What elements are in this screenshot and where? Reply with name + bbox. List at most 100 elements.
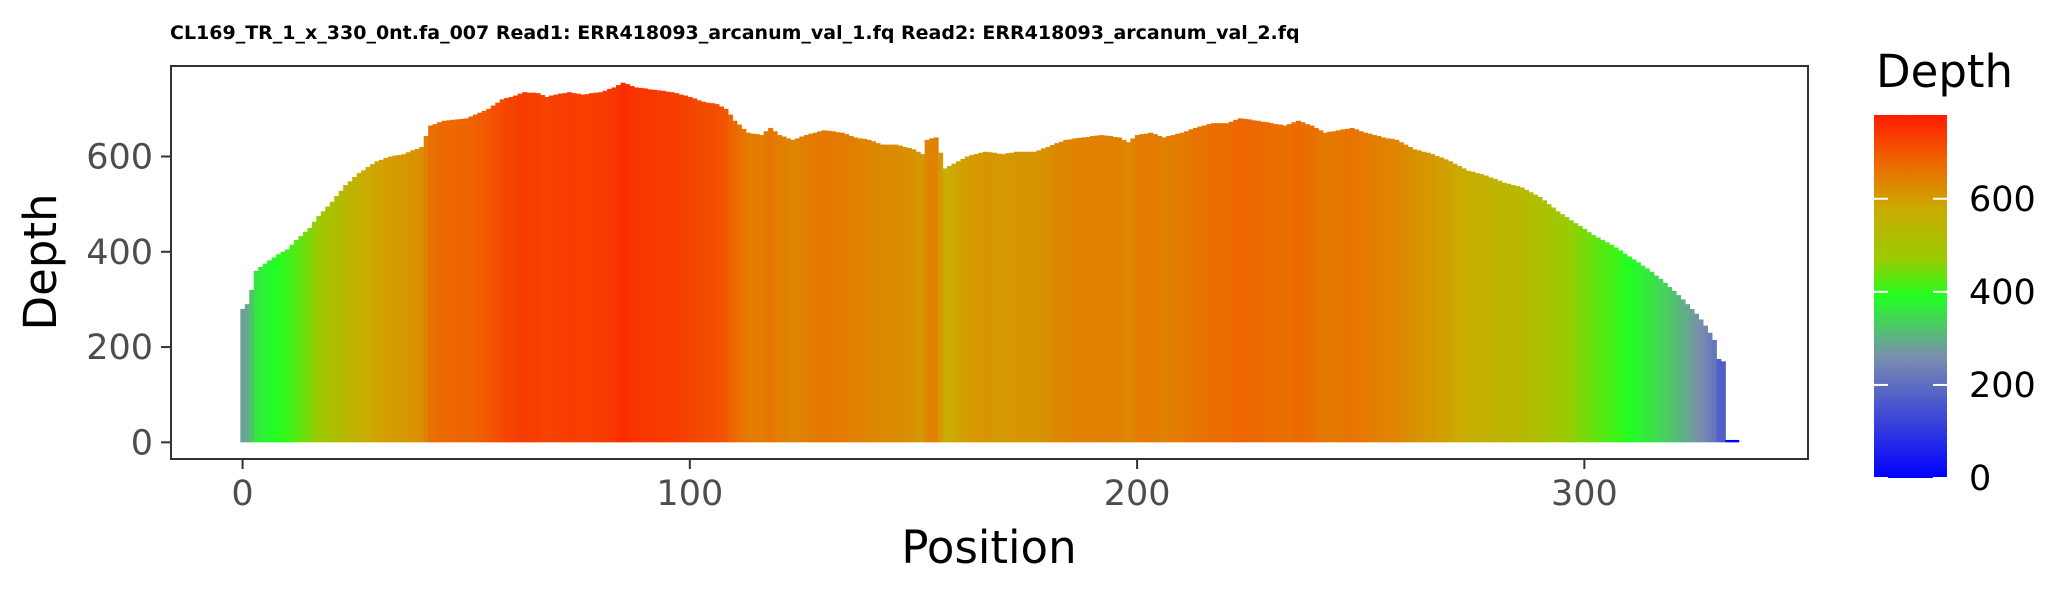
depth-bar	[1201, 125, 1208, 443]
depth-bar	[1246, 119, 1252, 443]
depth-bar	[665, 91, 671, 443]
depth-bar	[1689, 308, 1695, 443]
depth-bar	[1067, 139, 1073, 443]
depth-bar	[571, 93, 577, 443]
depth-bar	[249, 289, 255, 443]
depth-bar	[378, 159, 385, 443]
depth-bar	[1085, 136, 1091, 443]
depth-bar	[772, 131, 778, 443]
depth-bar	[906, 147, 912, 443]
depth-bar	[777, 135, 783, 443]
depth-bar	[468, 116, 474, 443]
depth-bar	[1604, 242, 1610, 443]
depth-bar	[1219, 123, 1225, 443]
depth-bar	[486, 108, 492, 443]
depth-bar	[616, 85, 622, 443]
depth-bar	[580, 94, 586, 443]
depth-bar	[316, 216, 322, 443]
depth-bar	[1403, 144, 1409, 443]
plot-panel-border	[170, 65, 1809, 460]
depth-bar	[531, 92, 537, 443]
depth-bar	[683, 95, 689, 443]
depth-bar	[1166, 136, 1172, 443]
depth-bar	[517, 93, 523, 443]
depth-bar	[1720, 361, 1726, 443]
depth-bar	[1600, 239, 1606, 443]
depth-bar	[1121, 139, 1127, 443]
depth-bar	[879, 144, 885, 443]
depth-bar	[1412, 149, 1418, 443]
depth-bar	[1269, 123, 1275, 443]
depth-bar	[960, 158, 966, 443]
depth-bar	[1389, 138, 1395, 443]
depth-bar	[629, 86, 635, 443]
depth-bar	[982, 151, 988, 443]
depth-bar	[1260, 121, 1266, 443]
depth-bar	[1385, 138, 1391, 443]
depth-bar	[763, 131, 769, 443]
depth-bar	[598, 92, 604, 443]
depth-bar	[866, 139, 872, 443]
depth-bar	[1439, 157, 1445, 443]
depth-bar	[495, 102, 501, 443]
depth-bar	[678, 94, 684, 443]
depth-bar	[1094, 135, 1100, 443]
depth-bar	[1291, 122, 1297, 443]
depth-bar	[642, 88, 648, 443]
depth-bar	[1483, 175, 1489, 443]
depth-bar	[396, 155, 402, 443]
depth-bar	[938, 152, 944, 443]
depth-bar	[540, 95, 546, 443]
depth-bar	[477, 112, 483, 443]
depth-bar	[996, 153, 1002, 443]
y-axis-title: Depth	[14, 193, 67, 330]
depth-bar	[826, 130, 832, 443]
depth-bar	[745, 132, 751, 443]
depth-bar	[1488, 177, 1494, 443]
depth-bar	[1063, 139, 1069, 443]
depth-bar	[674, 93, 680, 443]
depth-bar	[669, 92, 675, 443]
depth-bar	[253, 270, 259, 443]
depth-bar	[1009, 152, 1015, 443]
depth-bar	[463, 118, 470, 443]
depth-bar	[714, 104, 720, 443]
depth-bar	[1461, 168, 1467, 443]
depth-bar	[1626, 256, 1632, 443]
x-axis-title: Position	[901, 521, 1076, 574]
depth-bar	[1658, 278, 1664, 443]
depth-bar	[244, 304, 250, 443]
y-tick-label: 200	[86, 328, 153, 368]
depth-bar	[732, 120, 738, 443]
depth-bar	[557, 93, 563, 443]
legend-tick-label: 200	[1969, 366, 2036, 406]
depth-bar	[1349, 127, 1355, 443]
depth-bar	[844, 134, 850, 443]
depth-bar	[1523, 189, 1530, 443]
depth-bar	[1707, 332, 1713, 443]
depth-bar	[365, 166, 371, 443]
depth-bar	[459, 118, 465, 443]
depth-bar	[1090, 136, 1096, 443]
depth-bar	[911, 149, 917, 443]
depth-bar	[897, 145, 903, 443]
depth-bar	[1421, 151, 1427, 443]
depth-bar	[803, 135, 809, 443]
depth-bar	[589, 93, 595, 443]
depth-bar	[1447, 161, 1454, 443]
depth-bar	[1367, 133, 1373, 443]
legend-tick-label: 600	[1969, 180, 2036, 220]
depth-bar	[593, 92, 599, 443]
depth-bar	[1622, 253, 1628, 443]
depth-bar	[1702, 325, 1708, 443]
depth-bar	[1354, 129, 1360, 443]
depth-bar	[924, 139, 930, 443]
depth-bar	[1479, 174, 1485, 443]
depth-bar	[1716, 358, 1722, 443]
depth-bar	[723, 108, 729, 443]
depth-bar	[499, 99, 505, 443]
depth-bar	[356, 173, 362, 443]
depth-bar	[307, 227, 313, 443]
depth-bar	[1210, 123, 1216, 443]
legend-title: Depth	[1876, 45, 2013, 98]
